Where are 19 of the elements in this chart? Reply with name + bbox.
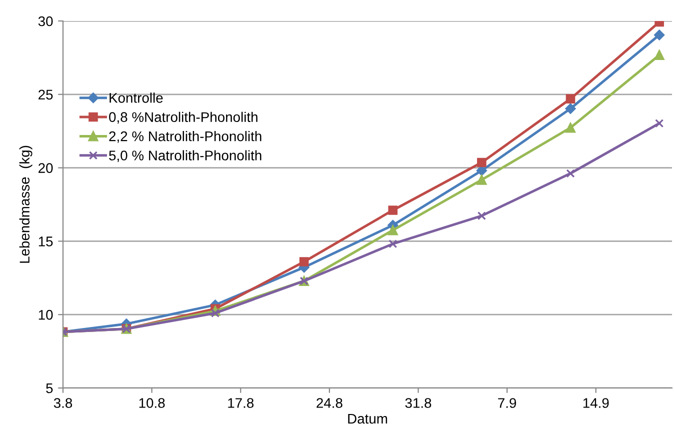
x-axis-title: Datum	[348, 414, 388, 424]
y-axis-title: Lebendmasse (kg)	[19, 146, 32, 263]
x-tick-label: 14.9	[583, 398, 609, 408]
x-tick-label: 10.8	[139, 398, 165, 408]
y-tick-label: 5	[46, 383, 53, 394]
x-tick-label: 17.8	[228, 398, 254, 408]
y-tick-label: 10	[38, 310, 53, 320]
x-tick-label: 3.8	[54, 398, 72, 408]
y-tick-label: 25	[38, 90, 53, 100]
y-tick-label: 15	[38, 236, 53, 246]
legend-label: 2,2 % Natrolith-Phonolith	[109, 131, 262, 143]
y-tick-label: 30	[38, 16, 53, 26]
y-tick-label: 20	[38, 163, 53, 173]
legend-label: 0,8 %Natrolith-Phonolith	[109, 112, 258, 124]
x-tick-label: 31.8	[405, 398, 432, 408]
x-tick-label: 7.9	[498, 398, 516, 408]
legend-label: 5,0 % Natrolith-Phonolith	[109, 150, 262, 162]
x-tick-label: 24.8	[316, 398, 342, 408]
legend-label: Kontrolle	[110, 92, 163, 103]
